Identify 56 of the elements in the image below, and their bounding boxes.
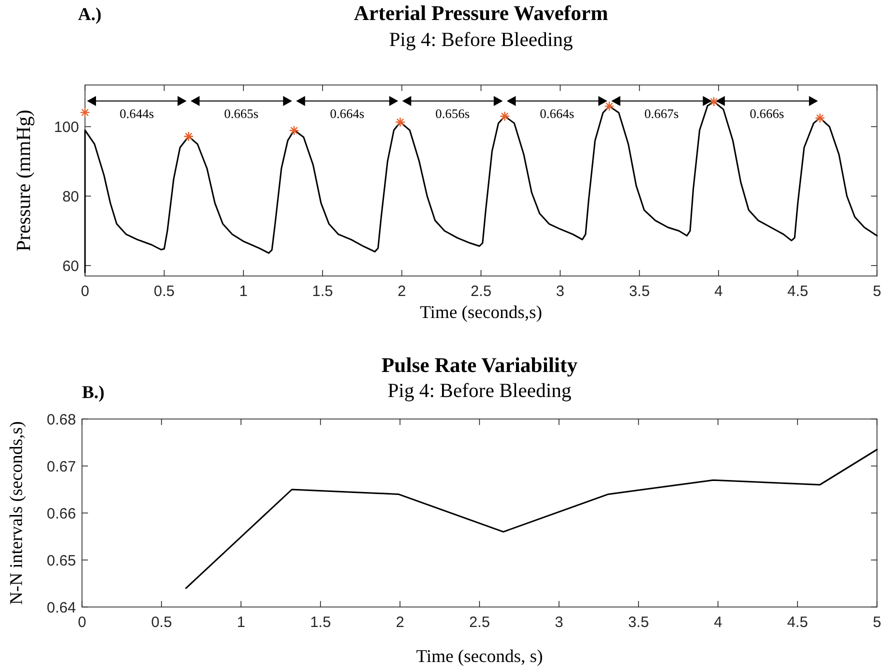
- x-axis-title: Time (seconds, s): [416, 646, 543, 666]
- point: [183, 131, 194, 142]
- x-tick-label: 0.5: [151, 614, 172, 631]
- annotation: 0.667s: [644, 106, 679, 121]
- annotation: 0.664s: [540, 106, 574, 121]
- chart-subtitle: Pig 4: Before Bleeding: [389, 29, 573, 51]
- x-tick-label: 4.5: [787, 614, 808, 631]
- x-tick-label: 2: [396, 614, 404, 631]
- x-tick-label: 5: [872, 283, 882, 300]
- x-tick-label: 2: [398, 283, 406, 300]
- chart-title: Pulse Rate Variability: [381, 353, 578, 377]
- x-tick-label: 0: [78, 614, 86, 631]
- x-tick-label: 4.5: [787, 283, 808, 300]
- x-tick-label: 0: [80, 283, 90, 300]
- y-tick-label: 0.66: [46, 505, 76, 522]
- x-tick-label: 1: [236, 614, 246, 631]
- y-tick-label: 0.68: [46, 411, 76, 428]
- y-tick-label: 60: [62, 258, 79, 275]
- x-tick-label: 1.5: [310, 614, 331, 631]
- point: [288, 125, 300, 136]
- x-tick-label: 4: [714, 283, 723, 300]
- y-tick-label: 100: [54, 118, 79, 136]
- point: [395, 117, 406, 128]
- x-axis-title: Time (seconds,s): [420, 302, 542, 322]
- line-series: [185, 448, 878, 589]
- x-tick-label: 1.5: [312, 283, 334, 300]
- x-tick-label: 5: [872, 614, 882, 631]
- annotation: 0.644s: [120, 106, 154, 121]
- point: [814, 112, 826, 124]
- y-axis-title: N-N intervals (seconds,s): [6, 421, 26, 605]
- point: [604, 101, 614, 112]
- point: [80, 107, 90, 118]
- y-tick-label: 0.67: [46, 458, 76, 476]
- chart-subtitle: Pig 4: Before Bleeding: [388, 380, 572, 402]
- annotation: 0.665s: [224, 106, 258, 121]
- text: A.): [78, 4, 102, 24]
- text: B.): [82, 382, 105, 402]
- y-tick-label: 80: [62, 188, 79, 206]
- y-tick-label: 0.65: [46, 552, 76, 570]
- point: [708, 96, 719, 107]
- x-tick-label: 0.5: [154, 283, 175, 300]
- x-tick-label: 4: [714, 614, 722, 631]
- x-tick-label: 3: [554, 614, 564, 631]
- x-tick-label: 2.5: [469, 614, 490, 631]
- x-tick-label: 3: [556, 283, 564, 300]
- y-tick-label: 0.64: [46, 599, 76, 616]
- y-axis-title: Pressure (mmHg): [13, 110, 35, 252]
- x-tick-label: 3.5: [628, 614, 649, 631]
- x-tick-label: 2.5: [470, 283, 492, 300]
- x-tick-label: 3.5: [628, 283, 650, 300]
- x-tick-label: 1: [239, 283, 248, 300]
- chart-title: Arterial Pressure Waveform: [354, 1, 609, 25]
- annotation: 0.656s: [435, 106, 470, 121]
- annotation: 0.664s: [330, 106, 364, 121]
- annotation: 0.666s: [750, 106, 784, 121]
- point: [500, 111, 510, 122]
